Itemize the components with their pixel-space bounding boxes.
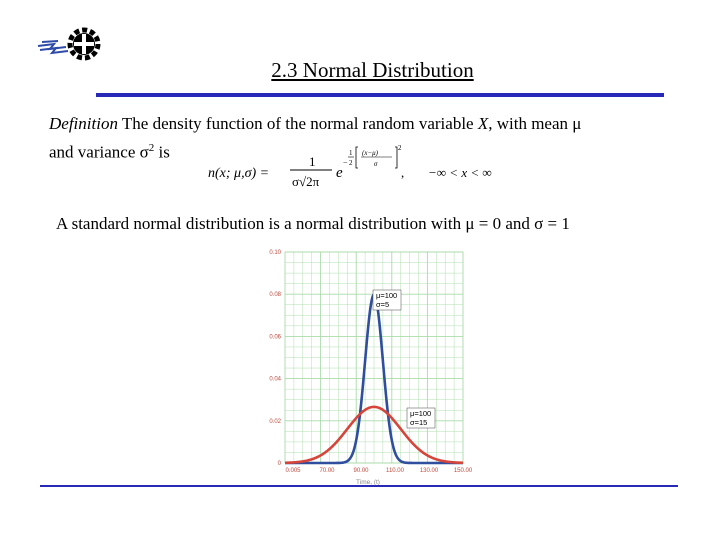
page-title: 2.3 Normal Distribution: [271, 58, 474, 82]
definition-text: Definition The density function of the n…: [49, 112, 689, 165]
y-tick-label: 0.02: [269, 419, 281, 425]
annotation-label: σ=5: [376, 300, 389, 309]
x-tick-label: 0.005: [285, 468, 301, 474]
annotation-label: μ=100: [410, 409, 431, 418]
chart-grid: [284, 251, 464, 464]
formula-minus: −: [343, 158, 348, 167]
formula-half-den: 2: [349, 159, 353, 167]
definition-part: is: [154, 142, 170, 162]
y-tick-label: 0.04: [269, 377, 281, 383]
density-formula: n(x; μ,σ) = 1 σ√2π e − 1 2 (x−μ) σ 2 , −…: [208, 144, 492, 189]
definition-term: Definition: [49, 114, 118, 133]
formula-inner-den: σ: [374, 160, 378, 168]
series-line: [284, 405, 464, 465]
x-tick-label: 90.00: [353, 468, 369, 474]
formula-comma: ,: [401, 165, 404, 180]
y-tick-label: 0.06: [269, 334, 281, 340]
university-logo: [37, 27, 101, 61]
formula-half-num: 1: [349, 149, 353, 157]
formula-e: e: [336, 165, 343, 181]
lightning-icon: [37, 40, 69, 55]
variable-x: X: [477, 114, 489, 133]
title-rule: [96, 93, 664, 97]
formula-numerator: 1: [309, 154, 316, 169]
footer-rule: [40, 485, 678, 487]
definition-part: and variance: [49, 142, 140, 162]
sigma-symbol: σ: [139, 142, 149, 162]
definition-part: , with mean: [488, 114, 573, 133]
x-tick-label: 70.00: [319, 468, 335, 474]
formula-denominator: σ√2π: [292, 174, 320, 189]
y-tick-labels: 0 0.02 0.04 0.06 0.08 0.10: [269, 250, 281, 467]
formula-exp2: 2: [398, 144, 402, 152]
y-tick-label: 0.08: [269, 292, 281, 298]
normal-curves-chart: 0 0.02 0.04 0.06 0.08 0.10 0.005 70.00 90.00 110…: [255, 244, 481, 487]
formula-lhs: n(x; μ,σ) =: [208, 166, 269, 181]
mu-symbol: μ: [572, 114, 582, 133]
sigma-exponent: 2: [148, 142, 155, 154]
annotation-label: μ=100: [376, 291, 397, 300]
x-tick-labels: 0.005 70.00 90.00 110.00 130.00 150.00: [285, 468, 472, 474]
x-axis-label: Time, (t): [356, 479, 380, 486]
annotation-label: σ=15: [410, 418, 427, 427]
formula-inner-num: (x−μ): [362, 149, 379, 157]
x-tick-label: 150.00: [454, 468, 473, 474]
annotation-box: [406, 407, 436, 429]
formula-domain: −∞ < x < ∞: [428, 165, 492, 180]
standard-normal-text: A standard normal distribution is a norm…: [56, 214, 570, 233]
definition-part: The density function of the normal rando…: [117, 114, 478, 133]
y-tick-label: 0: [278, 461, 282, 467]
x-tick-label: 130.00: [420, 468, 439, 474]
gear-icon: [67, 27, 101, 61]
y-tick-label: 0.10: [269, 250, 281, 256]
annotation-box: [372, 289, 402, 311]
x-tick-label: 110.00: [386, 468, 405, 474]
